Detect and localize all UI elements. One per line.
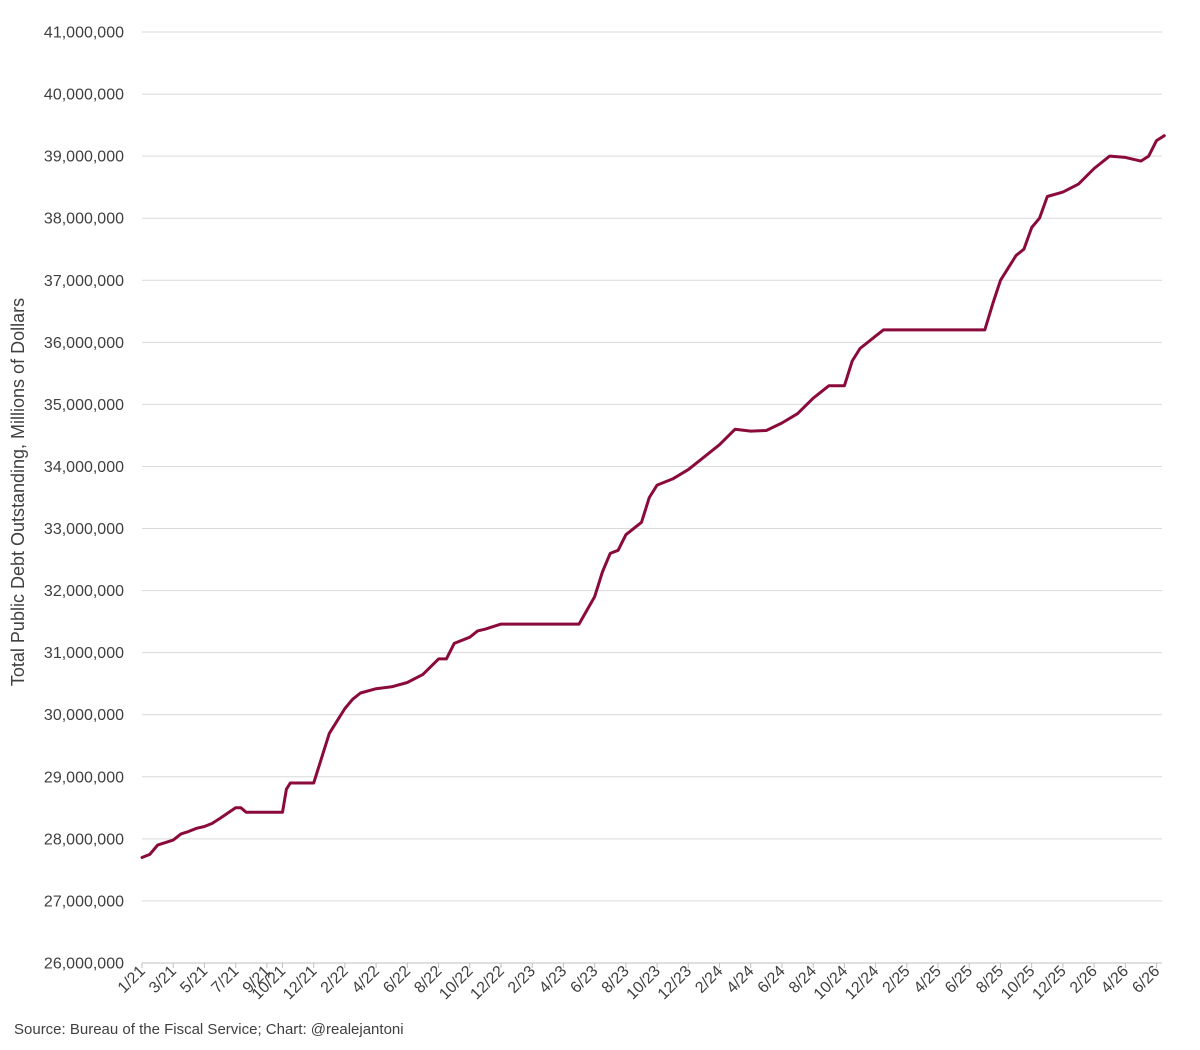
x-tick-label: 4/24 bbox=[724, 963, 758, 997]
x-tick-label: 12/22 bbox=[467, 963, 507, 1003]
y-tick-label: 30,000,000 bbox=[44, 707, 124, 724]
y-tick-label: 39,000,000 bbox=[44, 149, 124, 166]
y-tick-label: 38,000,000 bbox=[44, 211, 124, 228]
y-tick-label: 29,000,000 bbox=[44, 769, 124, 786]
series-group bbox=[140, 134, 1166, 859]
x-tick-label: 10/25 bbox=[998, 963, 1038, 1003]
y-tick-label: 33,000,000 bbox=[44, 521, 124, 538]
x-tick-label: 10/24 bbox=[811, 963, 851, 1003]
y-tick-label: 27,000,000 bbox=[44, 893, 124, 910]
x-tick-label: 6/25 bbox=[942, 963, 976, 997]
x-tick-label: 12/25 bbox=[1029, 963, 1069, 1003]
x-tick-label: 3/21 bbox=[146, 963, 180, 997]
x-tick-label: 12/23 bbox=[655, 963, 695, 1003]
y-axis-label: Total Public Debt Outstanding, Millions … bbox=[8, 298, 28, 686]
x-axis bbox=[141, 962, 1162, 968]
x-tick-label: 2/25 bbox=[880, 963, 914, 997]
x-tick-label: 5/21 bbox=[177, 963, 211, 997]
x-tick-label: 2/26 bbox=[1067, 963, 1101, 997]
x-tick-label: 10/22 bbox=[436, 963, 476, 1003]
x-tick-label: 6/24 bbox=[755, 963, 789, 997]
x-tick-label: 2/22 bbox=[318, 963, 352, 997]
y-tick-label: 41,000,000 bbox=[44, 25, 124, 42]
x-tick-label: 4/23 bbox=[536, 963, 570, 997]
y-tick-label: 35,000,000 bbox=[44, 397, 124, 414]
y-tick-label: 26,000,000 bbox=[44, 956, 124, 973]
x-tick-label: 12/24 bbox=[842, 963, 882, 1003]
x-axis-tick-labels: 1/213/215/217/219/2110/2112/212/224/226/… bbox=[115, 963, 1164, 1003]
x-tick-label: 2/23 bbox=[505, 963, 539, 997]
source-note: Source: Bureau of the Fiscal Service; Ch… bbox=[14, 1021, 404, 1038]
y-tick-label: 40,000,000 bbox=[44, 87, 124, 104]
y-tick-label: 28,000,000 bbox=[44, 831, 124, 848]
y-axis-tick-labels: 26,000,000 27,000,000 28,000,000 29,000,000… bbox=[44, 25, 124, 973]
debt-series-line bbox=[140, 134, 1166, 859]
x-tick-label: 6/22 bbox=[380, 963, 414, 997]
x-tick-label: 7/21 bbox=[208, 963, 242, 997]
y-tick-label: 34,000,000 bbox=[44, 459, 124, 476]
x-tick-label: 4/26 bbox=[1098, 963, 1132, 997]
y-tick-label: 37,000,000 bbox=[44, 273, 124, 290]
x-tick-label: 10/23 bbox=[624, 963, 664, 1003]
x-tick-label: 6/23 bbox=[567, 963, 601, 997]
x-tick-label: 4/22 bbox=[349, 963, 383, 997]
x-tick-label: 4/25 bbox=[911, 963, 945, 997]
x-tick-label: 12/21 bbox=[280, 963, 320, 1003]
x-tick-label: 6/26 bbox=[1129, 963, 1163, 997]
x-tick-label: 2/24 bbox=[692, 963, 726, 997]
y-tick-label: 31,000,000 bbox=[44, 645, 124, 662]
y-tick-label: 36,000,000 bbox=[44, 335, 124, 352]
gridlines bbox=[142, 31, 1162, 964]
y-tick-label: 32,000,000 bbox=[44, 583, 124, 600]
